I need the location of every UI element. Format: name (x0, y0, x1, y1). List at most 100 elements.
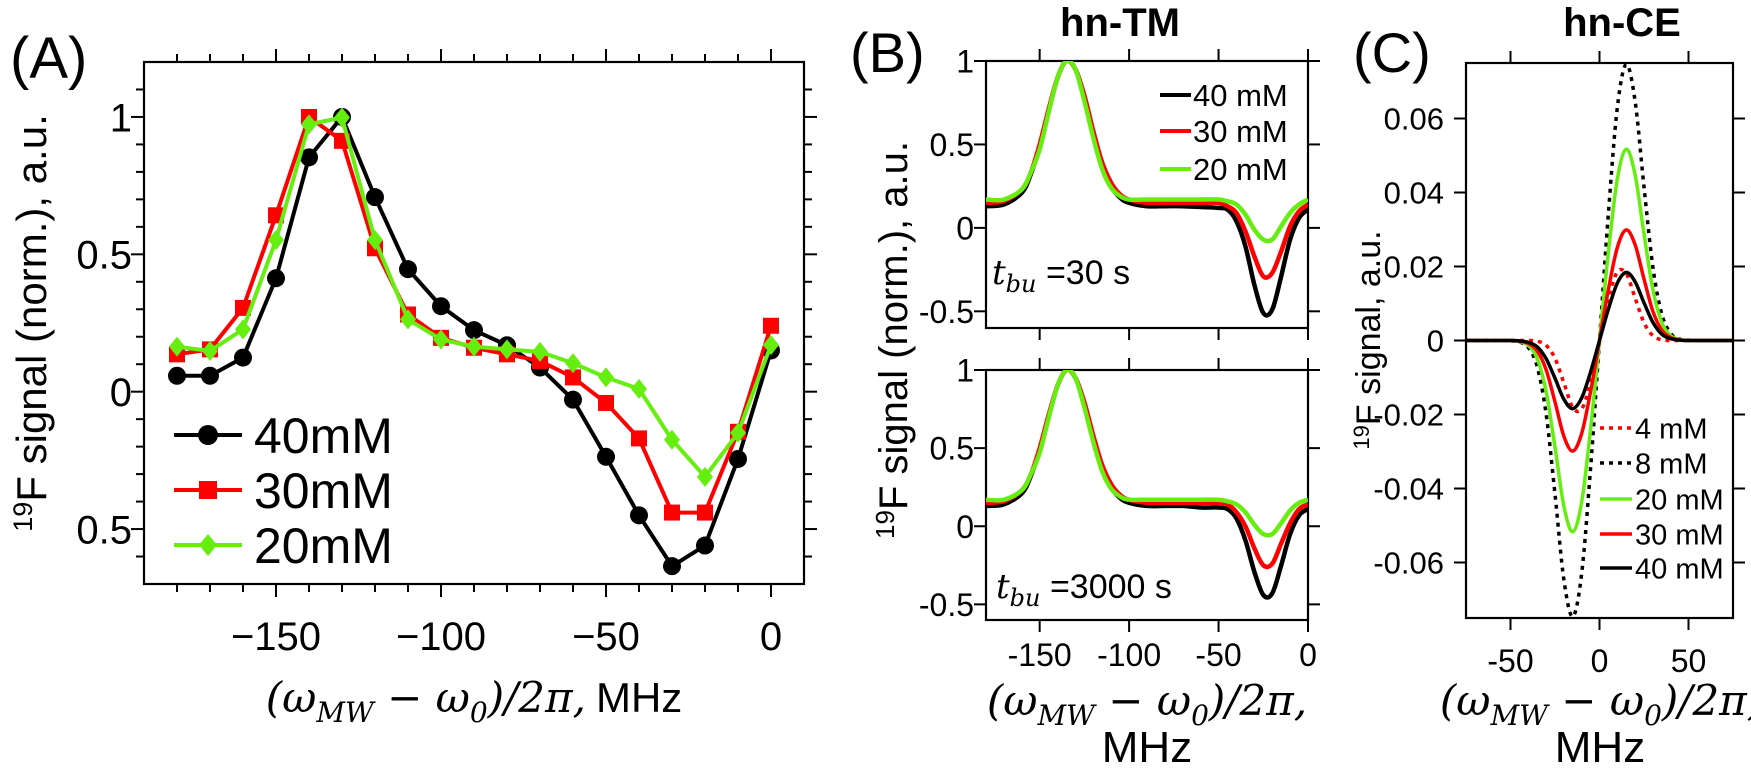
legend-label: 30 mM (1193, 114, 1288, 149)
y-tick-label: 0 (1427, 324, 1444, 359)
series-30mm-point (664, 504, 680, 521)
series-40mm-point (366, 188, 384, 207)
y-tick-label: 1 (110, 96, 132, 140)
series-40mm-point (267, 269, 285, 288)
x-tick-label: -150 (1008, 637, 1072, 673)
y-axis-label-a: 19F signal (norm.), a.u. (8, 114, 55, 532)
y-tick-label: 0.06 (1384, 102, 1444, 137)
legend-item-20mm: 20 mM (1160, 152, 1288, 187)
series-20mm-point (532, 341, 548, 362)
plot-frame (984, 368, 1310, 622)
x-axis-unit-c: MHz (1555, 723, 1645, 770)
y-tick-label: 1 (956, 44, 974, 80)
panel-label-b: (B) (850, 21, 925, 84)
series-20mm-point (235, 319, 251, 340)
legend-label: 30 mM (1635, 519, 1724, 551)
y-tick-label: 0 (956, 210, 974, 246)
x-tick-label: -100 (1097, 637, 1161, 673)
series-40mm-point (201, 366, 219, 385)
y-tick-label: 1 (956, 353, 974, 389)
series-40mm-point (300, 148, 318, 167)
series-40mm-point (465, 321, 483, 340)
y-tick-label: 0.5 (76, 234, 132, 278)
y-tick-label: -0.02 (1373, 398, 1444, 433)
series-30mm-point (235, 299, 251, 316)
y-tick-label: -0.06 (1373, 546, 1444, 581)
annotation-tbu-bottom: tbu =3000 s (996, 567, 1172, 612)
legend-item-40mm: 40 mM (1600, 553, 1724, 585)
x-tick-label: 0 (760, 615, 782, 659)
legend-marker (199, 534, 217, 556)
series-20mm-point (268, 230, 284, 251)
series-20mm-point (598, 367, 614, 388)
panel-label-a: (A) (10, 26, 87, 91)
y-tick-label: 0.04 (1384, 176, 1444, 211)
legend-item-40mm: 40mM (174, 408, 393, 464)
x-tick-label: 0 (1299, 637, 1317, 673)
y-axis-label-c: 19F signal, a.u. (1349, 230, 1388, 449)
series-20mm-point (631, 378, 647, 399)
y-tick-label: -0.04 (1373, 472, 1444, 507)
series-20mm-point (202, 341, 218, 362)
series-40mm-point (168, 366, 186, 385)
series-20mm-point (697, 466, 713, 487)
panel-title-b: hn-TM (1060, 1, 1180, 45)
series-30mm-point (598, 394, 614, 411)
legend-marker (198, 425, 218, 445)
y-tick-label: 0.5 (930, 127, 974, 163)
panel-title-c: hn-CE (1563, 1, 1681, 45)
series-40mm-line (1466, 270, 1733, 411)
series-20mm-point (301, 114, 317, 135)
plots: 1 0.5 0 0.5 −150 −100 −50 0 1 0.5 0 -0.5 1 0.5 0 -0.5 -1… (76, 44, 1745, 679)
legend-label: 20 mM (1635, 484, 1724, 516)
legend-label: 40 mM (1193, 78, 1288, 113)
legend-marker (199, 481, 217, 499)
series-40mm-point (729, 449, 747, 468)
legend-item-20mm: 20 mM (1600, 484, 1724, 516)
series-30mm-point (565, 369, 581, 386)
series-20mm-point (367, 230, 383, 251)
legend-label: 4 mM (1635, 413, 1708, 445)
ticks (131, 49, 817, 597)
series-30mm-point (763, 317, 779, 334)
series-40mm-point (696, 536, 714, 555)
panel-b-bottom: 1 0.5 0 -0.5 -150 -100 -50 0 (919, 353, 1320, 673)
series-20mm-point (466, 336, 482, 357)
series-40mm-point (630, 506, 648, 525)
series-group (986, 61, 1308, 318)
legend-item-8mm: 8 mM (1600, 448, 1708, 480)
y-tick-label: 0 (956, 509, 974, 545)
x-tick-label: 50 (1671, 643, 1707, 679)
y-tick-label: 0.5 (76, 508, 132, 552)
panel-c: 0.06 0.04 0.02 0 -0.02 -0.04 -0.06 -50 0 50 (1373, 51, 1745, 679)
series-20mm-point (169, 336, 185, 357)
series-20mm-point (565, 353, 581, 374)
x-tick-label: −50 (572, 615, 640, 659)
y-tick-label: -0.5 (919, 294, 974, 330)
legend-label: 40mM (254, 408, 393, 464)
plot-frame (142, 60, 806, 586)
series-20mm-point (499, 339, 515, 360)
x-tick-label: −100 (396, 615, 486, 659)
series-20mm-point (664, 429, 680, 450)
x-tick-label: -50 (1195, 637, 1241, 673)
ticks (1454, 51, 1745, 630)
y-tick-label: -0.5 (919, 587, 974, 623)
x-axis-label-b: (ωMW − ω0)/2π, (987, 676, 1307, 732)
annotation-tbu-top: tbu =30 s (992, 253, 1130, 298)
ticks (974, 358, 1320, 632)
legend-item-4mm: 4 mM (1600, 413, 1708, 445)
legend-item-30mm: 30mM (174, 463, 393, 519)
legend-item-30mm: 30 mM (1160, 114, 1288, 149)
series-20mm-point (763, 334, 779, 355)
series-20mm-point (730, 422, 746, 443)
series-20mm-line (986, 61, 1308, 244)
series-40mm-point (432, 297, 450, 316)
series-group (1466, 63, 1733, 618)
legend-item-40mm: 40 mM (1160, 78, 1288, 113)
x-axis-label-c: (ωMW − ω0)/2π, (1440, 676, 1751, 732)
legend-item-30mm: 30 mM (1600, 519, 1724, 551)
